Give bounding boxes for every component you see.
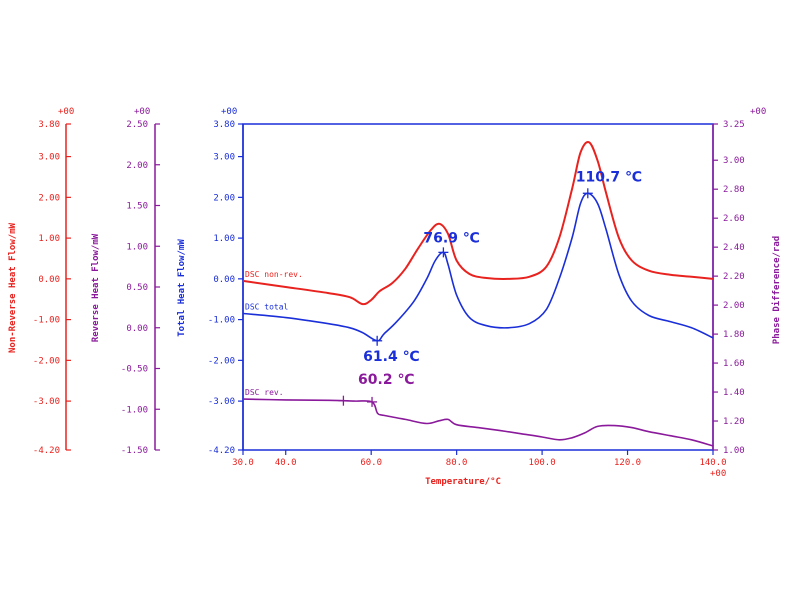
total-tick-label: -2.00 xyxy=(208,356,235,366)
total-exponent: +00 xyxy=(221,107,237,117)
x-tick-label: 60.0 xyxy=(360,458,382,468)
non-reverse-tick-label: 2.00 xyxy=(38,193,60,203)
non-reverse-tick-label: 0.00 xyxy=(38,275,60,285)
reverse-tick-label: 2.00 xyxy=(126,161,148,171)
reverse-tick-label: -1.50 xyxy=(121,446,148,456)
total-tick-label: -4.20 xyxy=(208,446,235,456)
total-tick-label: 0.00 xyxy=(213,275,235,285)
x-ticks: 30.0 40.0 60.0 80.0 100.0 120.0 140.0 xyxy=(232,450,727,468)
x-axis-title: Temperature/°C xyxy=(425,477,501,487)
reverse-tick-label: -1.00 xyxy=(121,405,148,415)
total-tick-label: 3.00 xyxy=(213,153,235,163)
non-reverse-tick-label: 3.80 xyxy=(38,120,60,130)
x-tick-label: 120.0 xyxy=(614,458,641,468)
phase-ticks: 3.25 3.00 2.80 2.60 2.40 2.20 2.00 1.80 1.60 1.40… xyxy=(713,120,745,456)
x-tick-label: 40.0 xyxy=(275,458,297,468)
reverse-axis-title: Reverse Heat Flow/mW xyxy=(91,233,101,342)
annotation-label: 76.9 ℃ xyxy=(423,230,479,246)
series-rev-line xyxy=(242,398,714,447)
plot-frame xyxy=(242,123,714,451)
x-tick-label: 100.0 xyxy=(529,458,556,468)
non-reverse-tick-label: -4.20 xyxy=(33,446,60,456)
reverse-tick-label: 2.50 xyxy=(126,120,148,130)
x-exponent: +00 xyxy=(710,469,726,479)
phase-tick-label: 2.40 xyxy=(723,243,745,253)
reverse-tick-label: 1.50 xyxy=(126,202,148,212)
total-axis-title: Total Heat Flow/mW xyxy=(177,239,187,337)
phase-exponent: +00 xyxy=(750,107,766,117)
phase-tick-label: 1.20 xyxy=(723,417,745,427)
phase-tick-label: 2.60 xyxy=(723,214,745,224)
reverse-tick-label: 0.00 xyxy=(126,324,148,334)
non-reverse-tick-label: -3.00 xyxy=(33,397,60,407)
series-label: DSC non-rev. xyxy=(245,270,303,279)
non-reverse-axis-title: Non-Reverse Heat Flow/mW xyxy=(8,222,18,353)
x-tick-label: 80.0 xyxy=(446,458,468,468)
phase-tick-label: 2.20 xyxy=(723,272,745,282)
x-tick-label: 140.0 xyxy=(699,458,726,468)
x-tick-label: 30.0 xyxy=(232,458,254,468)
series-label: DSC total xyxy=(245,302,289,311)
reverse-tick-label: 0.50 xyxy=(126,283,148,293)
phase-tick-label: 1.60 xyxy=(723,359,745,369)
reverse-tick-label: 1.00 xyxy=(126,242,148,252)
series-label: DSC rev. xyxy=(245,388,284,397)
series-lines xyxy=(242,141,714,447)
total-tick-label: 2.00 xyxy=(213,193,235,203)
total-tick-label: -1.00 xyxy=(208,316,235,326)
phase-tick-label: 3.25 xyxy=(723,120,745,130)
total-tick-label: 3.80 xyxy=(213,120,235,130)
annotation-label: 60.2 ℃ xyxy=(358,372,414,388)
annotations: 76.9 ℃ 110.7 ℃ 61.4 ℃ 60.2 ℃ xyxy=(358,169,642,388)
reverse-ticks: 2.50 2.00 1.50 1.00 0.50 0.00 -0.50 -1.00 -1.50 xyxy=(121,120,160,456)
reverse-tick-label: -0.50 xyxy=(121,365,148,375)
total-tick-label: -3.00 xyxy=(208,397,235,407)
non-reverse-ticks: 3.80 3.00 2.00 1.00 0.00 -1.00 -2.00 -3.00 -4.20 xyxy=(33,120,71,456)
non-reverse-tick-label: -2.00 xyxy=(33,356,60,366)
reverse-exponent: +00 xyxy=(134,107,150,117)
series-non-rev-line xyxy=(242,141,714,306)
non-reverse-tick-label: 1.00 xyxy=(38,234,60,244)
non-reverse-tick-label: 3.00 xyxy=(38,153,60,163)
phase-axis-title: Phase Difference/rad xyxy=(771,236,782,344)
peak-markers xyxy=(338,188,593,407)
annotation-label: 61.4 ℃ xyxy=(363,349,419,365)
phase-tick-label: 1.40 xyxy=(723,388,745,398)
non-reverse-exponent: +00 xyxy=(58,107,74,117)
series-labels: DSC non-rev. DSC total DSC rev. xyxy=(245,270,303,397)
phase-tick-label: 2.80 xyxy=(723,185,745,195)
phase-tick-label: 1.00 xyxy=(723,446,745,456)
phase-tick-label: 2.00 xyxy=(723,301,745,311)
non-reverse-tick-label: -1.00 xyxy=(33,316,60,326)
total-tick-label: 1.00 xyxy=(213,234,235,244)
total-ticks: 3.80 3.00 2.00 1.00 0.00 -1.00 -2.00 -3.00 -4.20 xyxy=(208,120,243,456)
phase-tick-label: 3.00 xyxy=(723,156,745,166)
phase-tick-label: 1.80 xyxy=(723,330,745,340)
annotation-label: 110.7 ℃ xyxy=(576,169,642,185)
